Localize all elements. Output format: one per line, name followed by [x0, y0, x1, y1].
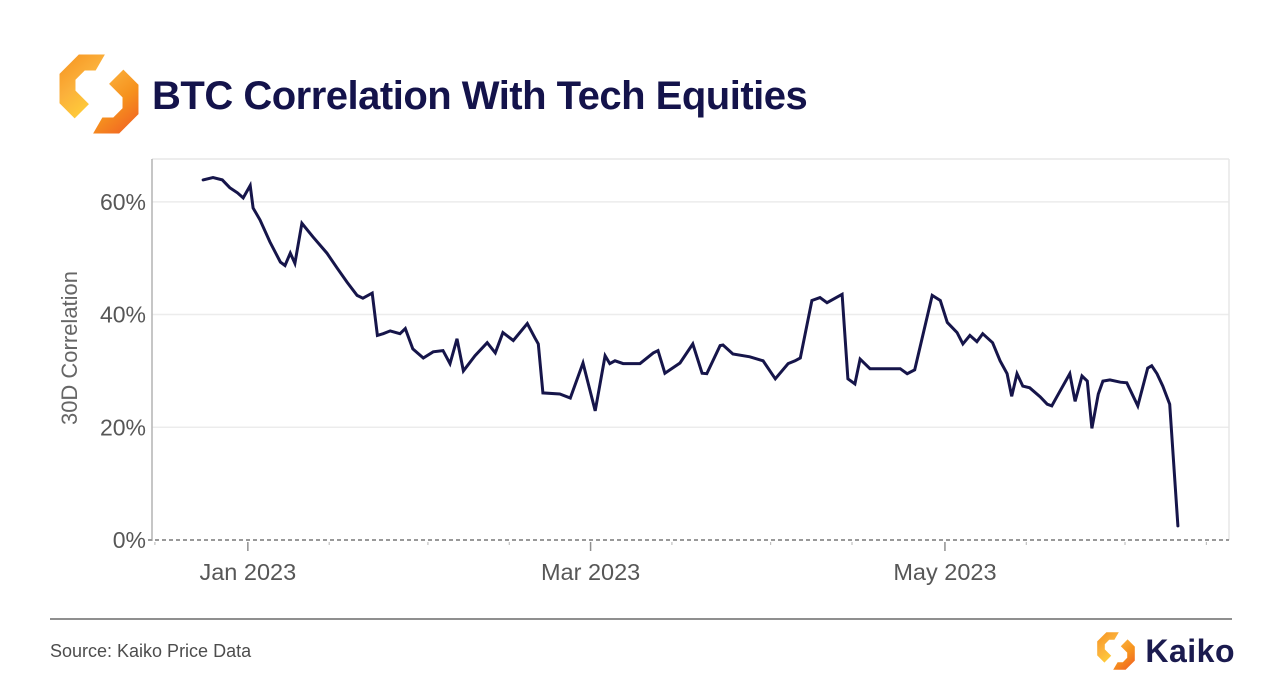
kaiko-logo-icon: [59, 54, 139, 134]
kaiko-mark-left-bracket: [1097, 632, 1120, 663]
kaiko-mark-right-bracket: [93, 69, 139, 134]
source-note: Source: Kaiko Price Data: [50, 641, 252, 661]
brand-wordmark: Kaiko: [1145, 632, 1235, 669]
y-axis-tick-label: 20%: [100, 414, 146, 440]
x-axis-tick-label: Mar 2023: [541, 559, 640, 585]
kaiko-mark-left-bracket: [59, 54, 105, 119]
x-axis-tick-label: May 2023: [893, 559, 996, 585]
y-axis-title: 30D Correlation: [57, 270, 82, 426]
chart-header: BTC Correlation With Tech Equities: [0, 0, 1280, 150]
footer-divider: [50, 618, 1232, 620]
kaiko-logo-icon-small: [1097, 632, 1136, 670]
kaiko-mark-right-bracket: [1113, 639, 1136, 670]
page-title: BTC Correlation With Tech Equities: [152, 74, 808, 118]
y-axis-tick-label: 60%: [100, 189, 146, 215]
footer-brand-logo: Kaiko: [1096, 628, 1235, 674]
y-axis-tick-label: 40%: [100, 302, 146, 328]
y-axis-tick-label: 0%: [113, 527, 146, 553]
x-axis-tick-label: Jan 2023: [199, 559, 296, 585]
series-line: [201, 176, 1180, 528]
